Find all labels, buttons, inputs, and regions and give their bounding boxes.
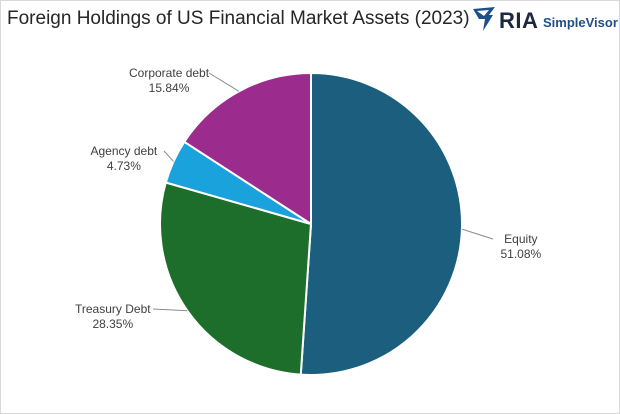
- pie-slice-treasury-debt: [159, 181, 313, 376]
- ria-logo: RIA SimpleVisor: [471, 5, 620, 35]
- leader-line: [461, 228, 494, 240]
- chart-title: Foreign Holdings of US Financial Market …: [7, 8, 470, 29]
- data-label-treasury-debt: Treasury Debt 28.35%: [75, 302, 151, 332]
- data-label-name: Treasury Debt: [75, 302, 151, 316]
- leader-line: [163, 150, 174, 162]
- logo-wordmark: RIA: [499, 8, 539, 33]
- data-label-value: 28.35%: [92, 317, 134, 331]
- data-label-name: Equity: [504, 232, 538, 246]
- logo-subtext: SimpleVisor: [543, 15, 618, 30]
- ria-eagle-icon: [473, 7, 495, 31]
- data-label-corporate-debt: Corporate debt 15.84%: [129, 66, 209, 96]
- data-label-value: 4.73%: [106, 159, 141, 173]
- data-label-value: 15.84%: [148, 81, 190, 95]
- leader-line: [208, 72, 240, 92]
- data-label-name: Corporate debt: [129, 66, 210, 80]
- data-label-equity: Equity 51.08%: [501, 232, 542, 262]
- data-label-value: 51.08%: [500, 247, 542, 261]
- pie-slice-corporate-debt: [182, 71, 312, 226]
- pie-slice-equity: [299, 71, 463, 376]
- data-label-agency-debt: Agency debt 4.73%: [91, 144, 158, 174]
- data-label-name: Agency debt: [90, 144, 158, 158]
- leader-line: [152, 308, 188, 312]
